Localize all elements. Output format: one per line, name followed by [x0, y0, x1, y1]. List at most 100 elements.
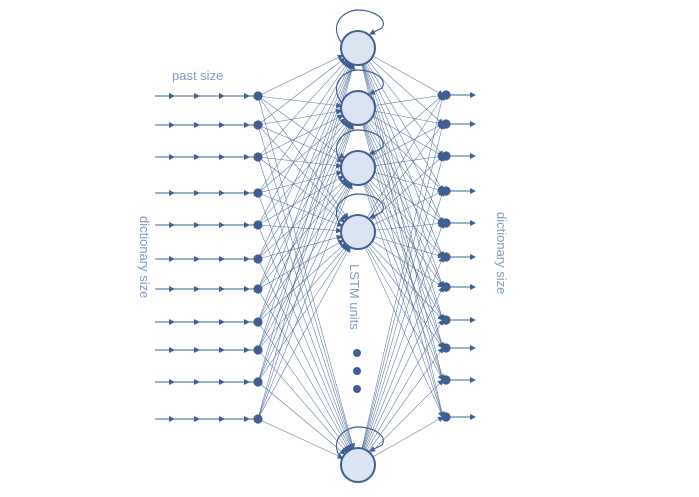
input-connection-5-4	[257, 224, 343, 234]
output-connection-2-3	[372, 115, 444, 157]
input-arrowhead-6-3	[219, 256, 225, 262]
output-connection-2-4	[370, 119, 444, 192]
output-node-6	[441, 252, 451, 262]
input-arrowhead-7-4	[244, 286, 250, 292]
input-arrowhead-2-1	[169, 122, 175, 128]
output-connection-5-8	[366, 319, 444, 451]
dictionary-size-label-left: dictionary size	[137, 216, 152, 299]
lstm-unit-1	[340, 30, 376, 66]
input-connection-7-5	[257, 288, 351, 452]
output-connection-1-2	[370, 58, 444, 125]
input-arrowhead-9-4	[244, 347, 250, 353]
input-connection-1-3	[257, 95, 346, 159]
input-connection-3-4	[257, 156, 346, 223]
input-node-9	[253, 345, 263, 355]
input-connection-10-4	[257, 245, 350, 383]
recurrent-loop-3	[335, 129, 384, 163]
input-node-11	[253, 414, 263, 424]
output-connection-1-1	[372, 55, 444, 96]
output-connection-2-10	[362, 124, 445, 381]
input-arrowhead-3-3	[219, 154, 225, 160]
input-arrowhead-8-1	[169, 319, 175, 325]
input-connection-10-5	[257, 381, 346, 455]
input-arrowhead-10-4	[244, 379, 250, 385]
input-arrowhead-6-1	[169, 256, 175, 262]
ellipsis-dot-3	[353, 385, 361, 393]
input-connection-6-5	[257, 258, 352, 451]
output-node-1	[441, 90, 451, 100]
output-arrowhead-7	[470, 284, 476, 290]
input-connection-4-3	[257, 170, 343, 194]
ellipsis-dots	[353, 349, 361, 393]
output-arrowhead-3	[470, 153, 476, 159]
output-node-11	[441, 412, 451, 422]
input-connection-2-3	[257, 124, 344, 163]
connection-lines	[257, 54, 445, 459]
input-arrowhead-10-3	[219, 379, 225, 385]
output-node-5	[441, 218, 451, 228]
output-connection-2-9	[363, 123, 445, 349]
input-connection-2-4	[257, 124, 348, 221]
output-connection-3-6	[369, 179, 444, 258]
input-arrowhead-5-2	[194, 222, 200, 228]
input-connection-1-2	[257, 95, 343, 109]
output-connection-5-11	[372, 416, 444, 458]
input-arrowhead-1-2	[194, 93, 200, 99]
past-size-label: past size	[172, 68, 224, 83]
input-connection-9-5	[257, 349, 348, 453]
input-arrowhead-4-4	[244, 190, 250, 196]
output-connection-4-10	[366, 246, 444, 381]
input-connection-2-5	[257, 124, 355, 450]
input-arrowhead-11-3	[219, 416, 225, 422]
input-arrowhead-2-4	[244, 122, 250, 128]
output-connection-2-2	[374, 110, 444, 127]
output-arrowhead-1	[470, 92, 476, 98]
lstm-unit-group	[340, 30, 376, 483]
input-arrowhead-4-3	[219, 190, 225, 196]
input-node-5	[253, 220, 263, 230]
input-connection-4-1	[257, 61, 349, 194]
output-node-8	[441, 315, 451, 325]
input-connection-6-1	[257, 62, 352, 260]
input-arrowhead-5-1	[169, 222, 175, 228]
output-arrowhead-4	[470, 188, 476, 194]
input-connection-8-3	[257, 181, 350, 323]
output-node-4	[441, 186, 451, 196]
output-connection-3-8	[366, 182, 444, 321]
input-arrowhead-10-2	[194, 379, 200, 385]
output-connection-4-1	[366, 94, 444, 218]
input-connection-7-3	[257, 180, 348, 290]
input-arrowhead-3-2	[194, 154, 200, 160]
recurrent-loop-4	[335, 193, 384, 227]
input-connection-3-2	[257, 114, 344, 158]
output-connection-2-8	[364, 123, 444, 321]
recurrent-loop-1	[335, 9, 384, 43]
input-connection-11-5	[257, 418, 344, 459]
output-arrowhead-6	[470, 254, 476, 260]
output-connection-5-4	[362, 190, 445, 449]
input-arrowhead-4-1	[169, 190, 175, 196]
lstm-unit-3	[340, 150, 376, 186]
output-arrowhead-2	[470, 121, 476, 127]
output-node-7	[441, 282, 451, 292]
output-node-group	[441, 90, 451, 422]
input-node-8	[253, 317, 263, 327]
input-arrowhead-9-3	[219, 347, 225, 353]
lstm-unit-5	[340, 447, 376, 483]
ellipsis-dot-2	[353, 367, 361, 375]
input-connection-8-2	[257, 122, 352, 323]
input-arrowhead-10-1	[169, 379, 175, 385]
output-connection-1-4	[366, 62, 444, 192]
output-connection-1-10	[362, 64, 445, 381]
output-connection-5-7	[365, 286, 444, 450]
input-arrowhead-9-1	[169, 347, 175, 353]
input-arrowhead-7-1	[169, 286, 175, 292]
output-node-3	[441, 151, 451, 161]
output-connection-1-6	[364, 63, 444, 258]
output-connection-4-8	[369, 243, 444, 321]
output-node-9	[441, 343, 451, 353]
input-arrowhead-3-4	[244, 154, 250, 160]
output-connection-5-5	[363, 222, 445, 450]
input-connection-5-2	[257, 120, 348, 226]
input-connection-6-2	[257, 121, 350, 260]
